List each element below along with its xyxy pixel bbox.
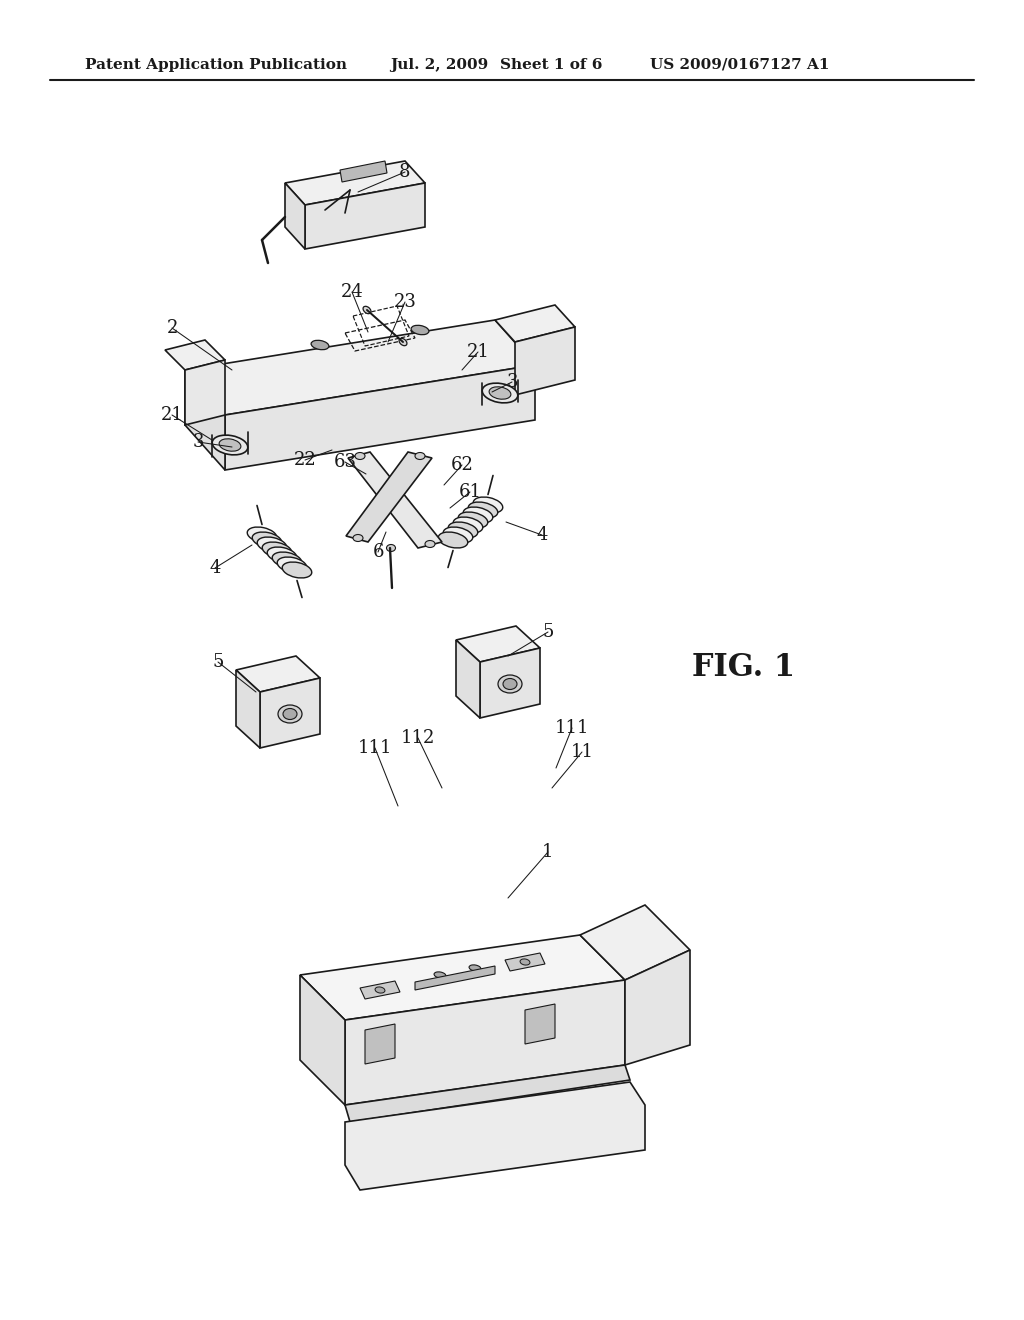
Ellipse shape <box>482 383 518 403</box>
Polygon shape <box>456 640 480 718</box>
Ellipse shape <box>283 562 311 578</box>
Text: 5: 5 <box>543 623 554 642</box>
Text: Sheet 1 of 6: Sheet 1 of 6 <box>500 58 602 73</box>
Ellipse shape <box>278 557 307 573</box>
Ellipse shape <box>463 507 493 523</box>
Polygon shape <box>285 183 305 249</box>
Text: 62: 62 <box>451 455 473 474</box>
Ellipse shape <box>311 341 329 350</box>
Text: 63: 63 <box>334 453 356 471</box>
Polygon shape <box>345 1065 630 1122</box>
Polygon shape <box>236 671 260 748</box>
Ellipse shape <box>443 527 473 543</box>
Polygon shape <box>300 935 625 1020</box>
Text: 6: 6 <box>373 543 384 561</box>
Polygon shape <box>340 161 387 182</box>
Polygon shape <box>305 183 425 249</box>
Text: 5: 5 <box>212 653 223 671</box>
Polygon shape <box>515 327 575 395</box>
Text: Jul. 2, 2009: Jul. 2, 2009 <box>390 58 488 73</box>
Polygon shape <box>236 656 319 692</box>
Ellipse shape <box>267 546 297 562</box>
Polygon shape <box>456 626 540 663</box>
Polygon shape <box>300 975 345 1105</box>
Ellipse shape <box>399 338 407 346</box>
Polygon shape <box>505 953 545 972</box>
Text: 8: 8 <box>399 162 411 181</box>
Ellipse shape <box>434 972 445 978</box>
Ellipse shape <box>411 325 429 335</box>
Ellipse shape <box>520 958 530 965</box>
Ellipse shape <box>375 987 385 993</box>
Polygon shape <box>285 161 425 205</box>
Polygon shape <box>346 451 432 543</box>
Ellipse shape <box>212 436 248 455</box>
Polygon shape <box>185 360 225 425</box>
Text: 4: 4 <box>209 558 221 577</box>
Ellipse shape <box>364 306 371 314</box>
Ellipse shape <box>252 532 282 548</box>
Polygon shape <box>365 1024 395 1064</box>
Text: 11: 11 <box>570 743 594 762</box>
Polygon shape <box>415 966 495 990</box>
Ellipse shape <box>283 709 297 719</box>
Polygon shape <box>225 366 535 470</box>
Ellipse shape <box>425 540 435 548</box>
Text: 112: 112 <box>400 729 435 747</box>
Ellipse shape <box>272 552 302 568</box>
Text: FIG. 1: FIG. 1 <box>692 652 795 684</box>
Polygon shape <box>495 305 575 342</box>
Polygon shape <box>260 678 319 748</box>
Ellipse shape <box>219 438 241 451</box>
Ellipse shape <box>459 512 487 528</box>
Polygon shape <box>185 370 225 470</box>
Polygon shape <box>165 341 225 370</box>
Text: 3: 3 <box>506 374 518 391</box>
Polygon shape <box>625 950 690 1065</box>
Ellipse shape <box>498 675 522 693</box>
Ellipse shape <box>454 517 482 533</box>
Text: 111: 111 <box>357 739 392 756</box>
Text: 21: 21 <box>161 407 183 424</box>
Ellipse shape <box>386 544 395 552</box>
Ellipse shape <box>503 678 517 689</box>
Text: 22: 22 <box>294 451 316 469</box>
Ellipse shape <box>353 535 362 541</box>
Ellipse shape <box>468 502 498 517</box>
Text: 24: 24 <box>341 282 364 301</box>
Ellipse shape <box>415 453 425 459</box>
Polygon shape <box>345 1082 645 1191</box>
Ellipse shape <box>247 527 276 543</box>
Ellipse shape <box>438 532 468 548</box>
Text: 23: 23 <box>393 293 417 312</box>
Polygon shape <box>525 1005 555 1044</box>
Ellipse shape <box>262 543 292 558</box>
Polygon shape <box>360 981 400 999</box>
Polygon shape <box>185 319 535 414</box>
Polygon shape <box>580 906 690 979</box>
Ellipse shape <box>355 453 365 459</box>
Text: 4: 4 <box>537 525 548 544</box>
Text: 3: 3 <box>193 433 204 451</box>
Text: 111: 111 <box>555 719 589 737</box>
Text: US 2009/0167127 A1: US 2009/0167127 A1 <box>650 58 829 73</box>
Ellipse shape <box>257 537 287 553</box>
Ellipse shape <box>469 965 481 972</box>
Ellipse shape <box>489 387 511 399</box>
Ellipse shape <box>473 498 503 513</box>
Text: 2: 2 <box>166 319 178 337</box>
Text: Patent Application Publication: Patent Application Publication <box>85 58 347 73</box>
Text: 1: 1 <box>543 843 554 861</box>
Polygon shape <box>348 451 442 548</box>
Polygon shape <box>480 648 540 718</box>
Text: 61: 61 <box>459 483 481 502</box>
Text: 21: 21 <box>467 343 489 360</box>
Ellipse shape <box>449 521 478 539</box>
Ellipse shape <box>278 705 302 723</box>
Polygon shape <box>345 979 625 1105</box>
